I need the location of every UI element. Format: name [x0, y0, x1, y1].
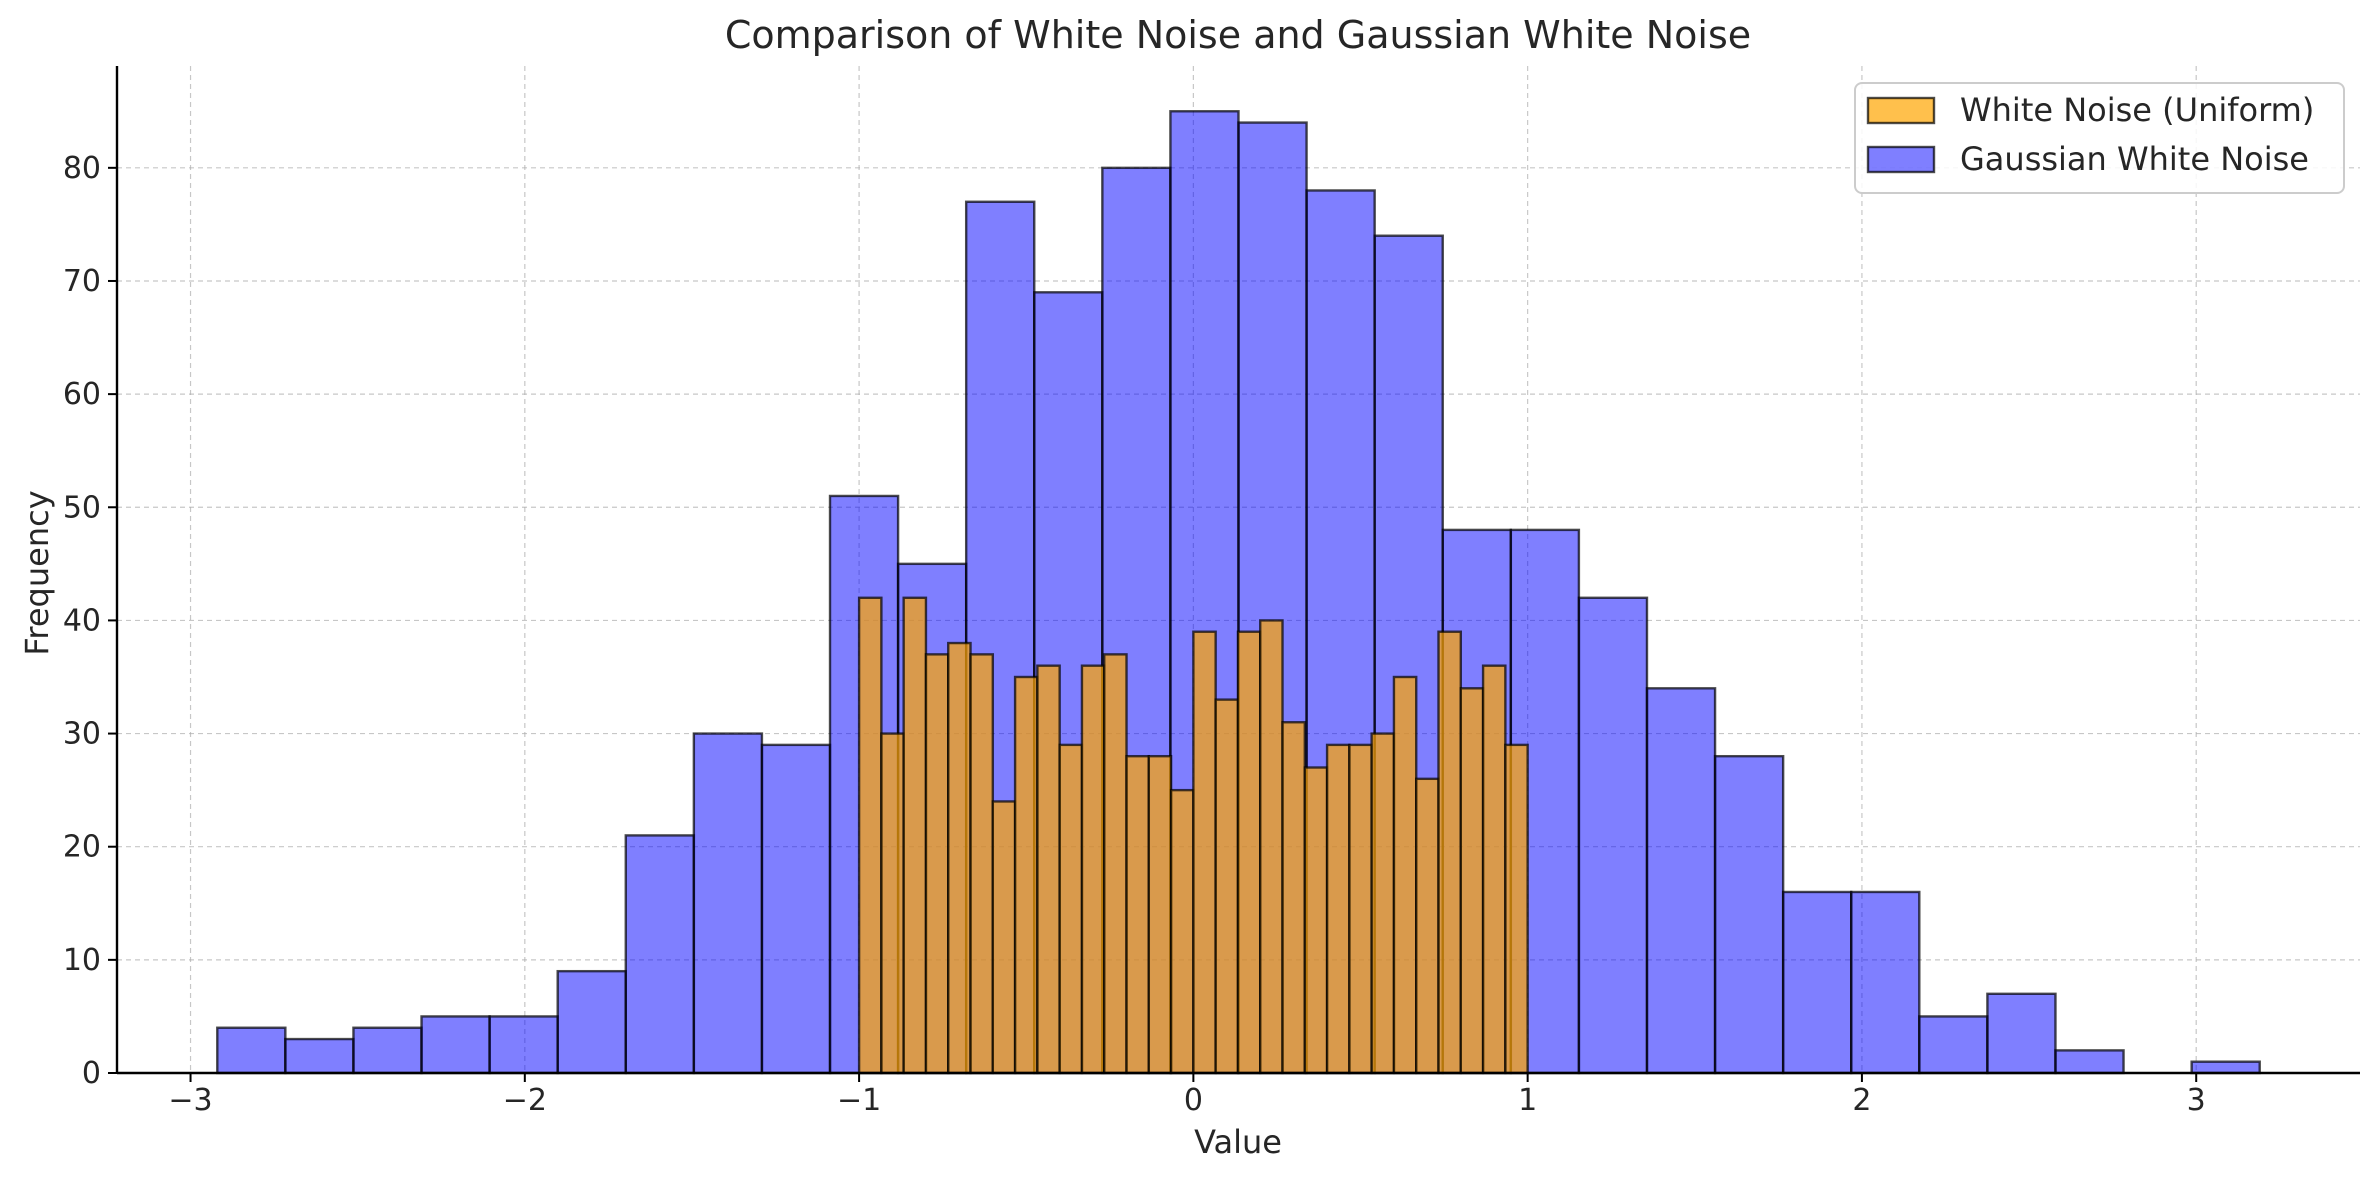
uniform-bar-28 — [1481, 664, 1507, 1075]
x-axis-label: Value — [1194, 1123, 1282, 1161]
gaussian-bar-4 — [488, 1015, 559, 1075]
y-tick-label-7: 70 — [63, 264, 101, 299]
gaussian-bar-7 — [692, 732, 764, 1075]
uniform-bar-23 — [1370, 732, 1396, 1075]
uniform-bar-14 — [1169, 788, 1195, 1075]
uniform-bar-7 — [1013, 675, 1039, 1075]
y-tick-label-6: 60 — [63, 377, 101, 412]
gaussian-bar-0 — [216, 1026, 287, 1075]
y-tick-label-4: 40 — [63, 603, 101, 638]
uniform-bar-9 — [1058, 743, 1084, 1075]
legend-label-1: Gaussian White Noise — [1960, 140, 2309, 178]
uniform-bar-12 — [1125, 754, 1151, 1075]
legend-box — [1854, 82, 2345, 194]
legend-swatch-0 — [1866, 96, 1936, 125]
y-tick-label-2: 20 — [63, 830, 101, 865]
uniform-bar-24 — [1392, 675, 1418, 1075]
x-tick-label-1: −2 — [503, 1083, 547, 1118]
y-axis-label: Frequency — [18, 490, 56, 655]
uniform-bar-1 — [880, 732, 905, 1075]
uniform-bar-11 — [1103, 653, 1128, 1075]
gaussian-bar-3 — [420, 1015, 491, 1075]
uniform-bar-6 — [991, 800, 1017, 1075]
uniform-bar-2 — [902, 596, 928, 1075]
uniform-bar-16 — [1214, 698, 1240, 1075]
x-tick-label-6: 3 — [2187, 1083, 2206, 1118]
gaussian-bar-25 — [1918, 1015, 1989, 1075]
gaussian-bar-1 — [284, 1037, 355, 1075]
gaussian-bar-21 — [1645, 687, 1717, 1075]
uniform-bar-4 — [947, 641, 972, 1075]
gaussian-bar-26 — [1986, 992, 2057, 1075]
y-tick-label-5: 50 — [63, 490, 101, 525]
gaussian-bar-2 — [352, 1026, 423, 1075]
y-tick-label-0: 0 — [82, 1056, 101, 1091]
uniform-bar-21 — [1325, 743, 1351, 1075]
gaussian-bar-24 — [1850, 890, 1921, 1075]
x-tick-label-2: −1 — [837, 1083, 881, 1118]
gaussian-bar-8 — [760, 743, 832, 1075]
gaussian-bar-22 — [1713, 754, 1785, 1075]
uniform-bar-10 — [1080, 664, 1106, 1075]
uniform-bar-17 — [1236, 630, 1262, 1075]
chart-title: Comparison of White Noise and Gaussian W… — [725, 13, 1751, 57]
uniform-bar-8 — [1036, 664, 1061, 1075]
gaussian-bar-5 — [556, 969, 627, 1075]
gaussian-bar-20 — [1577, 596, 1649, 1075]
uniform-bar-22 — [1348, 743, 1373, 1075]
uniform-bar-13 — [1147, 754, 1173, 1075]
x-tick-label-0: −3 — [168, 1083, 212, 1118]
gaussian-bar-6 — [624, 834, 696, 1075]
legend: White Noise (Uniform) Gaussian White Nois… — [1854, 82, 2345, 194]
y-tick-label-3: 30 — [63, 717, 101, 752]
y-tick-label-1: 10 — [63, 943, 101, 978]
legend-label-0: White Noise (Uniform) — [1960, 91, 2314, 129]
gaussian-bar-27 — [2054, 1049, 2125, 1075]
x-tick-label-3: 0 — [1184, 1083, 1203, 1118]
uniform-bar-29 — [1504, 743, 1529, 1075]
uniform-bar-26 — [1437, 630, 1462, 1075]
gaussian-bar-29 — [2190, 1060, 2261, 1075]
axes — [115, 66, 2360, 1075]
x-tick-label-5: 2 — [1852, 1083, 1871, 1118]
uniform-bar-3 — [924, 653, 950, 1075]
uniform-bar-19 — [1281, 721, 1306, 1075]
legend-swatch-1 — [1866, 145, 1936, 174]
uniform-bar-20 — [1303, 766, 1329, 1075]
gaussian-bar-23 — [1781, 890, 1853, 1075]
x-tick-label-4: 1 — [1518, 1083, 1537, 1118]
uniform-bar-5 — [969, 653, 995, 1075]
uniform-bar-0 — [857, 596, 883, 1075]
uniform-bar-18 — [1259, 619, 1284, 1075]
uniform-bar-27 — [1459, 687, 1485, 1075]
uniform-bar-15 — [1192, 630, 1217, 1075]
y-tick-label-8: 80 — [63, 151, 101, 186]
uniform-bar-25 — [1415, 777, 1440, 1075]
